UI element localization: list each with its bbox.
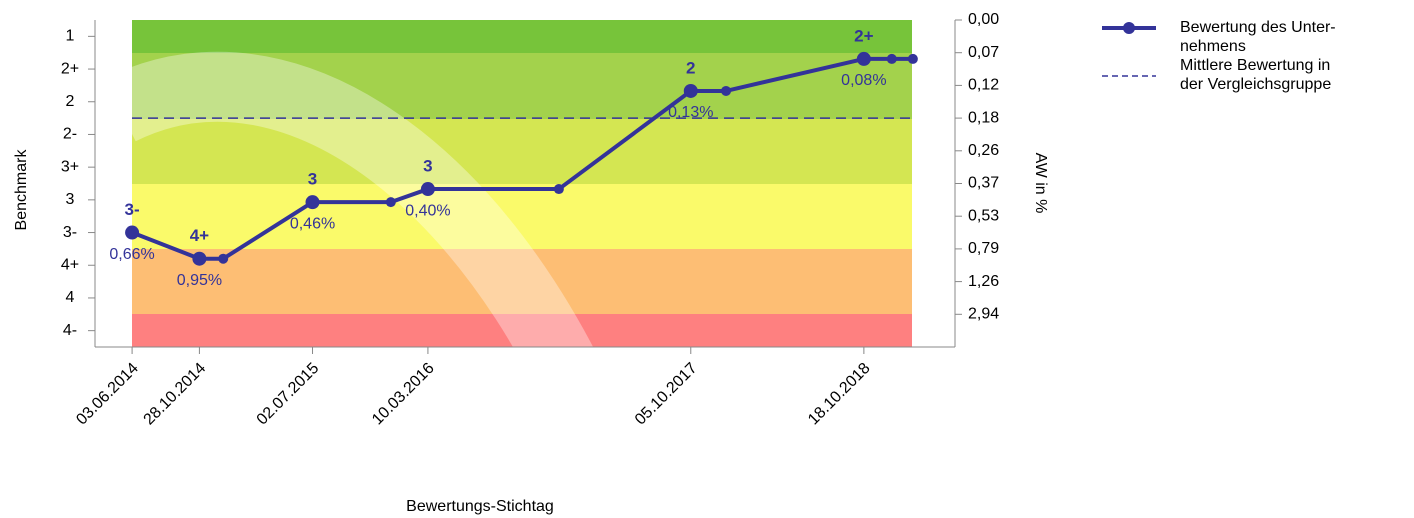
aw-label: 0,66%	[109, 246, 154, 263]
legend: Bewertung des Unter- nehmens Mittlere Be…	[1100, 18, 1336, 96]
y-tick-label: 2	[66, 93, 75, 110]
y-tick-label: 3+	[61, 158, 79, 175]
legend-item: Bewertung des Unter- nehmens	[1100, 18, 1336, 56]
aw-label: 0,95%	[177, 272, 222, 289]
aw-label: 0,40%	[405, 202, 450, 219]
watermark	[104, 51, 654, 512]
y-tick-label: 4	[66, 289, 75, 306]
band	[132, 119, 912, 184]
band	[132, 53, 912, 119]
aw-label: 0,08%	[841, 72, 886, 89]
y2-tick-label: 0,79	[968, 240, 999, 257]
y2-tick-label: 0,00	[968, 11, 999, 28]
point	[192, 251, 207, 266]
rating-label: 3-	[125, 200, 140, 219]
point	[721, 85, 732, 96]
y2-tick-label: 1,26	[968, 273, 999, 290]
point	[305, 195, 320, 210]
y-tick-label: 2-	[63, 126, 77, 143]
x-tick-label: 05.10.2017	[632, 360, 701, 429]
aw-label: 0,13%	[668, 104, 713, 121]
y2-tick-label: 0,37	[968, 175, 999, 192]
band	[132, 249, 912, 314]
x-tick-label: 10.03.2016	[369, 360, 438, 429]
point	[218, 253, 229, 264]
y2-axis-label: AW in %	[1032, 153, 1049, 214]
rating-label: 2+	[854, 26, 873, 45]
point	[553, 184, 564, 195]
point	[856, 51, 871, 66]
x-tick-label: 28.10.2014	[141, 360, 210, 429]
rating-label: 3	[308, 170, 317, 189]
y2-tick-label: 0,53	[968, 207, 999, 224]
point	[125, 225, 140, 240]
legend-label: Bewertung des Unter- nehmens	[1180, 19, 1336, 55]
legend-item: Mittlere Bewertung in der Vergleichsgrup…	[1100, 56, 1336, 96]
band	[132, 314, 912, 347]
point	[420, 182, 435, 197]
plot: Benchmark AW in % Bewertungs-Stichtag 1 2…	[13, 11, 1049, 515]
y-tick-label: 4+	[61, 256, 79, 273]
y2-tick-label: 2,94	[968, 306, 999, 323]
y-axis-label: Benchmark	[13, 149, 30, 231]
y-tick-label: 2+	[61, 60, 79, 77]
point	[907, 53, 918, 64]
rating-label: 4+	[190, 226, 209, 245]
y2-tick-label: 0,07	[968, 44, 999, 61]
y2-tick-label: 0,12	[968, 77, 999, 94]
legend-label: Mittlere Bewertung in der Vergleichsgrup…	[1180, 57, 1332, 93]
y-tick-label: 3-	[63, 224, 77, 241]
y2-tick-label: 0,26	[968, 142, 999, 159]
band	[132, 20, 912, 53]
y-tick-label: 3	[66, 191, 75, 208]
x-tick-label: 18.10.2018	[805, 360, 874, 429]
y-tick-label: 1	[66, 28, 75, 45]
x-tick-label: 03.06.2014	[73, 360, 142, 429]
aw-label: 0,46%	[290, 215, 335, 232]
x-axis-label: Bewertungs-Stichtag	[406, 498, 554, 515]
y2-tick-label: 0,18	[968, 109, 999, 126]
y-tick-label: 4-	[63, 322, 77, 339]
point	[683, 83, 698, 98]
rating-label: 3	[423, 157, 432, 176]
x-tick-label: 02.07.2015	[254, 360, 323, 429]
point	[385, 197, 396, 208]
band	[132, 184, 912, 249]
legend-swatch	[1102, 75, 1156, 77]
rating-label: 2	[686, 58, 695, 77]
legend-swatch	[1102, 22, 1156, 34]
point	[886, 53, 897, 64]
